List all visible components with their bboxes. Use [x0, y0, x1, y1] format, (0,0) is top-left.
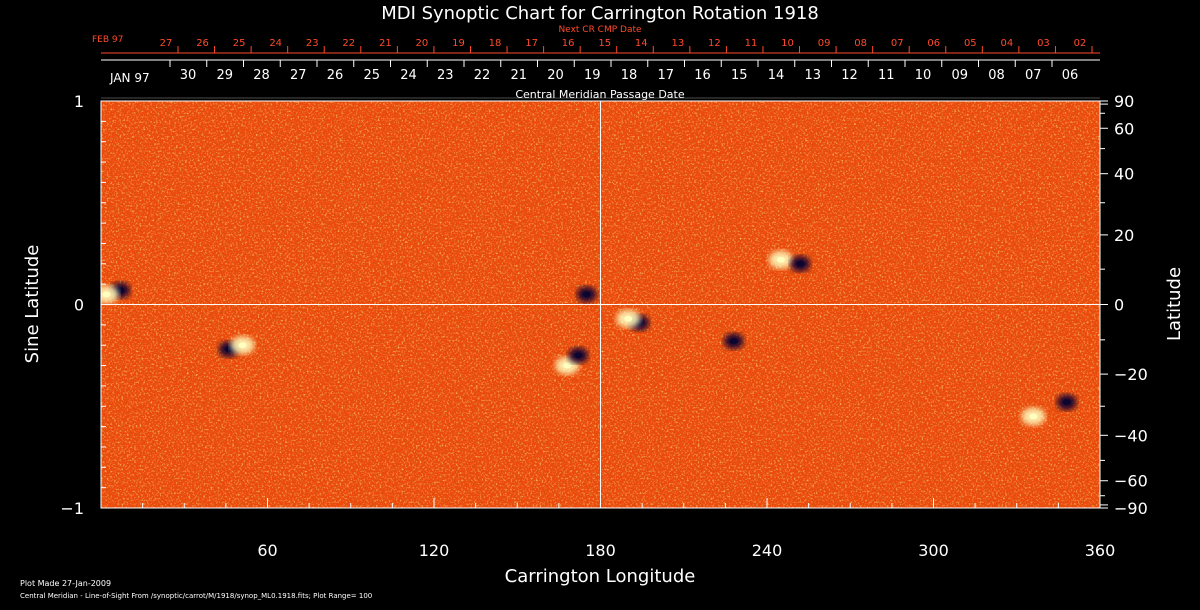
next-cmp-date-label: 15	[598, 38, 611, 49]
cmp-date-label: 25	[363, 68, 380, 83]
y-right-tick-label: 90	[1114, 92, 1134, 111]
cmp-date-label: 17	[657, 68, 674, 83]
active-region-core-positive	[776, 256, 785, 263]
y-left-tick-label: 0	[74, 296, 84, 315]
cmp-date-label: 15	[731, 68, 748, 83]
cmp-date-axes: JAN 97 30 29 28 27 26 25 24 23 22 21 20 19 18 17 16 15 14…	[92, 25, 1100, 101]
y-right-tick-label: 20	[1114, 226, 1134, 245]
next-cmp-date-label: 08	[854, 38, 867, 49]
cmp-date-label: 14	[768, 68, 785, 83]
cmp-date-label: 21	[510, 68, 527, 83]
x-tick-label: 240	[752, 541, 783, 560]
cmp-date-label: 18	[621, 68, 638, 83]
next-cmp-date-label: 23	[306, 38, 319, 49]
active-region-core-positive	[624, 315, 633, 322]
next-cmp-date-label: 14	[635, 38, 648, 49]
cmp-date-label: 11	[878, 68, 895, 83]
grid-crosshair	[101, 101, 1100, 508]
x-tick-label: 120	[419, 541, 450, 560]
next-cmp-date-label: 16	[562, 38, 575, 49]
active-region-core-positive	[1029, 413, 1038, 420]
cmp-date-label: 26	[327, 68, 344, 83]
cmp-date-label: 27	[290, 68, 307, 83]
next-cmp-date-label: 18	[489, 38, 502, 49]
y-left-tick-label: 1	[74, 92, 84, 111]
cmp-date-label: 30	[180, 68, 197, 83]
y-right-tick-label: −20	[1114, 365, 1148, 384]
cmp-date-label: 19	[584, 68, 601, 83]
cmp-date-label: 08	[988, 68, 1005, 83]
next-cmp-date-label: 12	[708, 38, 721, 49]
cmp-date-label: 06	[1062, 68, 1079, 83]
synoptic-map	[101, 101, 1100, 508]
active-region-core-negative	[796, 260, 805, 267]
chart-title: MDI Synoptic Chart for Carrington Rotati…	[381, 3, 819, 24]
next-cmp-date-label: 02	[1074, 38, 1087, 49]
next-cmp-date-label: 26	[196, 38, 209, 49]
y-right-tick-label: −60	[1114, 472, 1148, 491]
cmp-date-label: 23	[437, 68, 454, 83]
y-axis-label-right: Latitude	[1164, 267, 1185, 341]
plot-made-note: Plot Made 27-Jan-2009	[20, 579, 112, 588]
active-region-core-negative	[224, 346, 233, 353]
active-region-core-negative	[582, 291, 591, 298]
cmp-date-label: 10	[915, 68, 932, 83]
next-cmp-date-label: 06	[927, 38, 940, 49]
page-title: MDI Synoptic Chart for Carrington Rotati…	[381, 3, 819, 24]
y-right-tick-label: −40	[1114, 426, 1148, 445]
next-cmp-date-label: 24	[269, 38, 282, 49]
next-cmp-date-label: 04	[1001, 38, 1014, 49]
cmp-date-label: 20	[547, 68, 564, 83]
next-month-label: FEB 97	[92, 35, 123, 45]
cmp-date-label: 16	[694, 68, 711, 83]
next-cmp-date-label: 10	[781, 38, 794, 49]
x-tick-label: 180	[585, 541, 616, 560]
next-cmp-date-label: 13	[671, 38, 684, 49]
active-region-core-positive	[102, 291, 111, 298]
next-cmp-date-label: 07	[891, 38, 904, 49]
cmp-date-label: 28	[253, 68, 270, 83]
next-cmp-date-label: 17	[525, 38, 538, 49]
y-right-tick-label: −90	[1114, 499, 1148, 518]
active-region-core-negative	[116, 287, 125, 294]
cmp-date-label: 12	[841, 68, 858, 83]
y-left-tick-label: −1	[60, 499, 84, 518]
source-info-note: Central Meridian - Line-of-Sight From /s…	[20, 592, 373, 600]
next-cmp-date-label: 19	[452, 38, 465, 49]
y-right-tick-label: 0	[1114, 296, 1124, 315]
next-cmp-date-label: 09	[818, 38, 831, 49]
y-axis-label-left: Sine Latitude	[22, 245, 43, 364]
next-cmp-date-label: 25	[233, 38, 246, 49]
next-cmp-date-label: 03	[1037, 38, 1050, 49]
active-region-core-negative	[574, 352, 583, 359]
cmp-date-label: 07	[1025, 68, 1042, 83]
x-tick-label: 60	[257, 541, 277, 560]
cmp-axis-caption: Central Meridian Passage Date	[515, 88, 684, 101]
active-region-core-positive	[563, 362, 572, 369]
next-cmp-date-label: 05	[964, 38, 977, 49]
active-region-core-positive	[238, 342, 247, 349]
y-right-tick-label: 40	[1114, 165, 1134, 184]
cmp-date-label: 24	[400, 68, 417, 83]
x-tick-label: 360	[1085, 541, 1116, 560]
cmp-date-label: 13	[804, 68, 821, 83]
next-cmp-date-label: 20	[416, 38, 429, 49]
next-cmp-date-label: 27	[160, 38, 173, 49]
cmp-month-label: JAN 97	[109, 71, 150, 85]
x-axis-label: Carrington Longitude	[505, 566, 696, 587]
next-cmp-date-label: 22	[342, 38, 355, 49]
active-region-core-negative	[1062, 399, 1071, 406]
cmp-date-label: 29	[216, 68, 233, 83]
next-cmp-caption: Next CR CMP Date	[558, 25, 642, 35]
axes: 60 120 180 240 300 360 1 0 −1 90 60 40 20 0 −20 −40 −60 −…	[60, 92, 1147, 560]
active-regions	[101, 250, 1077, 426]
cmp-date-label: 09	[951, 68, 968, 83]
y-right-tick-label: 60	[1114, 119, 1134, 138]
x-tick-label: 300	[918, 541, 949, 560]
next-cmp-date-label: 21	[379, 38, 392, 49]
cmp-date-label: 22	[474, 68, 491, 83]
active-region-core-negative	[729, 338, 738, 345]
next-cmp-date-label: 11	[745, 38, 758, 49]
